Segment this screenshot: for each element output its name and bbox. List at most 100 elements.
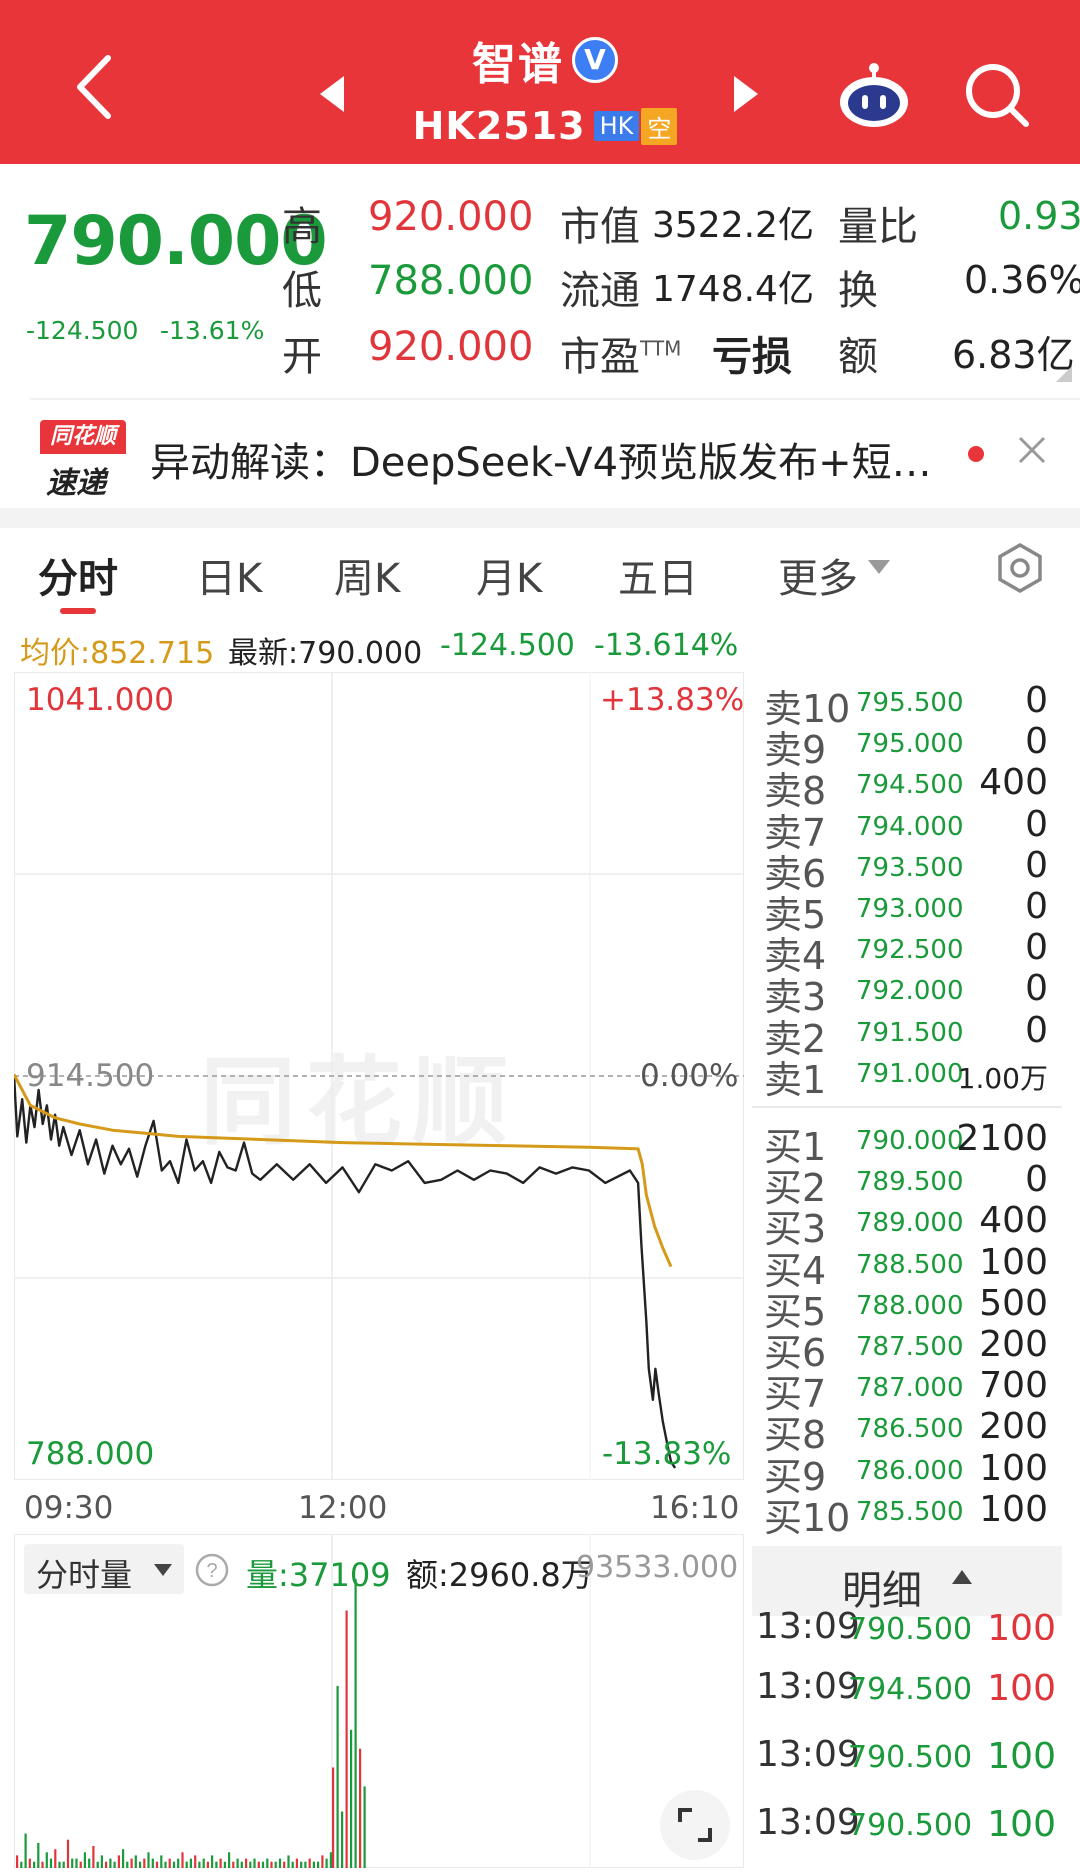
volume-bar	[329, 1852, 332, 1868]
bid-level-label: 买3	[764, 1207, 827, 1252]
open-label: 开	[282, 334, 322, 380]
volume-bar	[160, 1855, 163, 1868]
bid-level-row[interactable]: 买10 785.500 100	[764, 1487, 1064, 1540]
news-logo: 同花顺 速递	[40, 420, 126, 501]
ask-level-row[interactable]: 卖8 794.500 400	[764, 760, 1064, 813]
detail-label: 明细	[842, 1568, 922, 1614]
tab-weekly-k[interactable]: 周K	[334, 556, 401, 602]
bid-level-row[interactable]: 买6 787.500 200	[764, 1322, 1064, 1375]
price-change-pct: -13.61%	[160, 316, 265, 345]
ask-level-row[interactable]: 卖4 792.500 0	[764, 925, 1064, 978]
search-icon[interactable]	[962, 60, 1032, 130]
ask-level-row[interactable]: 卖9 795.000 0	[764, 719, 1064, 772]
volume-bar	[317, 1861, 320, 1868]
volume-bar	[359, 1748, 362, 1868]
volume-bar	[228, 1852, 231, 1868]
volume-indicator-select[interactable]: 分时量	[24, 1544, 184, 1594]
intraday-chart[interactable]	[14, 672, 744, 1480]
bid-level-row[interactable]: 买7 787.000 700	[764, 1363, 1064, 1416]
volume-bar	[194, 1855, 197, 1868]
short-sell-tag: 空	[641, 107, 678, 145]
ask-level-label: 卖2	[764, 1016, 827, 1061]
ask-level-row[interactable]: 卖2 791.500 0	[764, 1008, 1064, 1061]
volume-bar	[354, 1579, 357, 1868]
robot-assistant-icon[interactable]	[836, 60, 912, 130]
volume-bar	[134, 1855, 137, 1868]
ask-level-row[interactable]: 卖6 793.500 0	[764, 843, 1064, 896]
bid-level-label: 买6	[764, 1331, 827, 1375]
bid-level-price: 787.500	[856, 1332, 964, 1362]
price-change: -124.500	[26, 316, 139, 345]
tab-more[interactable]: 更多	[778, 556, 858, 602]
bid-level-volume: 400	[979, 1200, 1048, 1242]
bid-level-volume: 500	[979, 1282, 1048, 1324]
tab-monthly-k[interactable]: 月K	[476, 556, 543, 602]
ask-level-volume: 0	[1025, 844, 1048, 886]
volume-bar	[37, 1842, 40, 1868]
fullscreen-icon[interactable]	[660, 1790, 730, 1860]
volume-bar	[363, 1786, 366, 1868]
bid-level-label: 买4	[764, 1248, 827, 1293]
stock-title: 智谱 V	[380, 28, 710, 92]
volume-bar	[126, 1861, 129, 1868]
bid-level-row[interactable]: 买9 786.000 100	[764, 1446, 1064, 1499]
tick-row: 13:09 790.500 100	[756, 1606, 1066, 1640]
market-tag: HK	[593, 111, 640, 141]
volume-bar	[202, 1858, 205, 1868]
tick-row: 13:09 790.500 100	[756, 1734, 1066, 1784]
volume-bar	[20, 1861, 23, 1868]
volratio-label: 量比	[838, 204, 918, 250]
volume-bar	[232, 1861, 235, 1868]
ask-level-row[interactable]: 卖5 793.000 0	[764, 884, 1064, 937]
ask-level-volume: 0	[1025, 927, 1048, 969]
bid-level-label: 买1	[764, 1125, 827, 1169]
bid-level-row[interactable]: 买1 790.000 2100	[764, 1116, 1064, 1169]
turnover-value: 0.36%	[964, 258, 1080, 302]
high-value: 920.000	[368, 194, 534, 240]
tick-price: 790.500	[848, 1740, 973, 1775]
volume-bar	[321, 1855, 324, 1868]
volume-bar	[49, 1858, 53, 1868]
volume-bar	[58, 1861, 61, 1868]
bid-level-row[interactable]: 买3 789.000 400	[764, 1198, 1064, 1251]
volume-bar	[181, 1852, 184, 1868]
tab-daily-k[interactable]: 日K	[196, 556, 263, 602]
prev-stock-icon[interactable]	[318, 74, 348, 114]
bid-level-row[interactable]: 买4 788.500 100	[764, 1240, 1064, 1293]
volume-bar	[304, 1861, 307, 1868]
bid-level-volume: 700	[979, 1365, 1048, 1407]
last-price: 790.000	[24, 202, 328, 281]
ask-level-label: 卖3	[764, 975, 827, 1020]
bid-level-volume: 100	[979, 1488, 1048, 1530]
tab-intraday[interactable]: 分时	[38, 556, 118, 602]
next-stock-icon[interactable]	[730, 74, 760, 114]
tab-five-day[interactable]: 五日	[618, 556, 698, 602]
back-arrow-icon[interactable]	[62, 52, 132, 122]
bid-level-row[interactable]: 买5 788.000 500	[764, 1281, 1064, 1334]
ask-level-row[interactable]: 卖7 794.000 0	[764, 802, 1064, 855]
volume-bar	[245, 1858, 248, 1868]
volume-bar	[139, 1861, 142, 1868]
price-series-line	[14, 1074, 677, 1469]
detail-toggle[interactable]: 明细	[752, 1546, 1062, 1616]
svg-text:?: ?	[206, 1560, 217, 1582]
bid-level-volume: 2100	[956, 1118, 1048, 1159]
ask-level-row[interactable]: 卖3 792.000 0	[764, 966, 1064, 1019]
settings-hexagon-icon[interactable]	[994, 542, 1046, 594]
high-label: 高	[282, 204, 322, 250]
volume-bar	[100, 1855, 103, 1868]
ask-level-label: 卖8	[764, 769, 827, 814]
volume-bar	[71, 1858, 74, 1868]
volume-bar	[350, 1729, 353, 1868]
volume-max: 93533.000	[576, 1550, 739, 1585]
close-icon[interactable]	[1014, 432, 1050, 468]
bid-level-label: 买5	[764, 1289, 827, 1334]
help-icon[interactable]: ?	[194, 1552, 230, 1588]
ask-level-price: 794.500	[856, 770, 964, 801]
ask-level-row[interactable]: 卖1 791.000 1.00万	[764, 1049, 1064, 1102]
volume-bar	[261, 1861, 265, 1868]
news-headline[interactable]: 异动解读：DeepSeek-V4预览版发布+短…	[150, 440, 932, 486]
ask-level-row[interactable]: 卖10 795.500 0	[764, 678, 1064, 731]
bid-level-row[interactable]: 买8 786.500 200	[764, 1404, 1064, 1457]
bid-level-row[interactable]: 买2 789.500 0	[764, 1157, 1064, 1210]
